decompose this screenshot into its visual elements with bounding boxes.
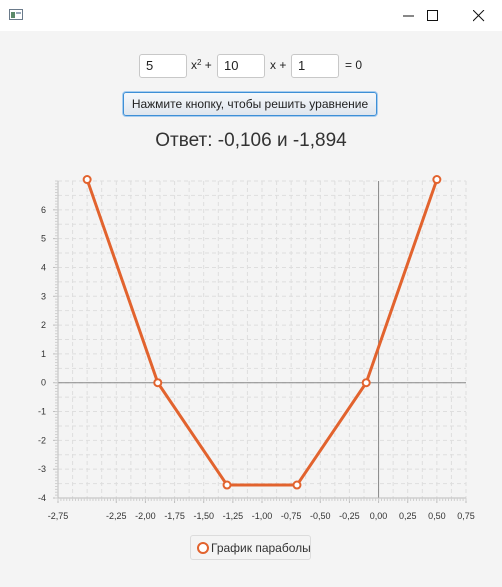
close-icon [473, 10, 485, 22]
plus-label: + [204, 58, 212, 72]
x-tick-label: -1,00 [252, 511, 273, 521]
x-tick-label: -0,75 [281, 511, 302, 521]
x-tick-label: 0,75 [457, 511, 475, 521]
y-tick-label: -4 [38, 493, 46, 503]
y-tick-label: 1 [41, 349, 46, 359]
answer-label: Ответ: -0,106 и -1,894 [155, 130, 347, 151]
y-tick-label: -1 [38, 407, 46, 417]
close-button[interactable] [456, 0, 502, 31]
solve-button[interactable]: Нажмите кнопку, чтобы решить уравнение [123, 92, 377, 116]
y-tick-label: -3 [38, 464, 46, 474]
coefficient-b-input[interactable]: 10 [217, 54, 265, 78]
parabola-chart: -2,75 -2,25 -2,00 -1,75 -1,50 -1,25 -1,00 -0,75… [38, 175, 475, 521]
data-point [361, 378, 371, 388]
legend-label: График параболы [211, 541, 311, 555]
x-tick-label: -1,50 [193, 511, 214, 521]
maximize-icon [427, 10, 438, 21]
legend-marker-icon [197, 542, 209, 554]
y-tick-label: 5 [41, 234, 46, 244]
y-tick-label: 6 [41, 205, 46, 215]
coefficient-a-input[interactable]: 5 [139, 54, 187, 78]
y-tick-label: 3 [41, 291, 46, 301]
x-tick-label: -2,25 [106, 511, 127, 521]
app-icon [9, 9, 23, 20]
y-tick-label: 0 [41, 378, 46, 388]
data-point [292, 480, 302, 490]
equation-row: 5 x2 + 10 x + 1 = 0 [0, 54, 502, 80]
x-squared-label: x2 + [191, 58, 212, 72]
x-tick-label: 0,00 [370, 511, 388, 521]
x-tick-label: -1,25 [223, 511, 244, 521]
coefficient-c-input[interactable]: 1 [291, 54, 339, 78]
data-point [432, 175, 442, 185]
minimize-button[interactable] [386, 0, 432, 31]
x-tick-label: 0,50 [428, 511, 446, 521]
equals-zero-label: = 0 [345, 58, 363, 72]
window-titlebar [0, 0, 502, 31]
x-tick-label: 0,25 [399, 511, 417, 521]
data-point [153, 378, 163, 388]
maximize-button[interactable] [410, 0, 456, 31]
minimize-icon [403, 15, 414, 17]
series-line [85, 179, 439, 487]
data-point [82, 175, 92, 185]
y-tick-label: 2 [41, 320, 46, 330]
x-tick-label: -0,50 [310, 511, 331, 521]
x-plus-label: x + [270, 58, 287, 72]
y-tick-label: -2 [38, 435, 46, 445]
x-tick-label: -2,00 [135, 511, 156, 521]
x-tick-label: -2,75 [48, 511, 69, 521]
power-label: 2 [197, 58, 202, 67]
x-label: x [191, 58, 197, 72]
chart-legend: График параболы [190, 535, 311, 560]
data-point [222, 480, 232, 490]
x-tick-label: -1,75 [164, 511, 185, 521]
x-tick-label: -0,25 [339, 511, 360, 521]
y-tick-label: 4 [41, 262, 46, 272]
